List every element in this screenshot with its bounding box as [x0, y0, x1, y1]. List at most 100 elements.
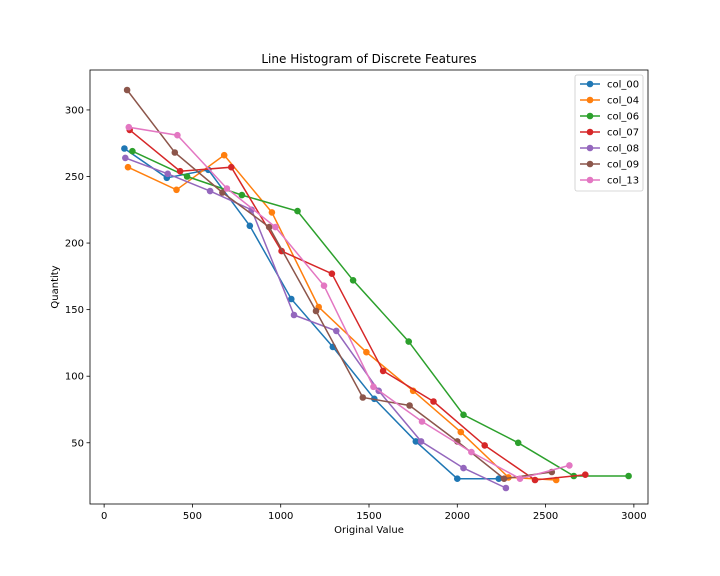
data-point-col_13	[272, 223, 279, 231]
data-point-col_04	[220, 151, 228, 159]
data-point-col_09	[406, 402, 413, 409]
y-tick-label: 300	[65, 105, 84, 116]
y-axis: 50 100 150 200 250 300	[65, 105, 90, 449]
legend-label-col_09: col_09	[607, 160, 639, 171]
data-point-col_13	[174, 131, 181, 139]
data-point-col_09	[171, 149, 179, 156]
data-point-col_06	[129, 147, 136, 155]
legend-marker-col_04	[586, 96, 594, 104]
x-tick-label: 500	[183, 511, 202, 522]
data-point-col_07	[176, 167, 184, 175]
data-point-col_07	[531, 476, 539, 484]
data-point-col_04	[409, 387, 417, 395]
series-line-col_13	[128, 126, 570, 480]
data-point-col_04	[457, 428, 465, 436]
data-point-col_06	[238, 191, 246, 199]
data-point-col_13	[418, 418, 426, 425]
legend-marker-col_08	[586, 144, 594, 152]
series-line-col_08	[125, 157, 507, 489]
x-axis: 0 500 1000 1500 2000 2500 3000	[101, 504, 647, 522]
legend-label-col_08: col_08	[607, 144, 639, 155]
data-point-col_08	[122, 154, 129, 162]
data-point-col_13	[370, 383, 377, 391]
data-point-col_08	[333, 327, 340, 335]
data-point-col_13	[566, 462, 573, 469]
data-point-col_09	[359, 394, 367, 401]
data-point-col_08	[248, 206, 255, 214]
legend-label-col_00: col_00	[607, 80, 639, 91]
series-line-col_04	[127, 154, 557, 481]
y-axis-label: Quantity	[50, 265, 61, 308]
plot-area	[89, 69, 649, 505]
data-point-col_13	[223, 185, 231, 192]
y-tick-label: 100	[65, 372, 84, 383]
series-line-col_00	[123, 147, 499, 480]
x-tick-label: 1000	[268, 511, 293, 522]
data-point-col_00	[246, 222, 254, 230]
data-point-col_06	[514, 439, 522, 447]
data-point-col_13	[468, 448, 475, 456]
data-point-col_06	[625, 472, 632, 480]
x-tick-label: 2500	[533, 511, 558, 522]
series-line-col_07	[129, 129, 586, 481]
data-point-col_06	[460, 411, 467, 419]
legend-marker-col_00	[586, 80, 594, 88]
data-point-col_08	[164, 170, 171, 178]
legend-marker-col_07	[586, 128, 594, 136]
legend-label-col_13: col_13	[607, 176, 639, 187]
data-point-col_06	[183, 173, 191, 180]
data-point-col_07	[328, 270, 336, 278]
legend-marker-col_09	[586, 160, 594, 168]
data-point-col_06	[349, 277, 357, 284]
data-point-col_09	[265, 223, 273, 231]
data-point-col_06	[294, 207, 301, 215]
data-point-col_04	[124, 163, 132, 171]
series-line-col_06	[132, 150, 629, 477]
x-tick-label: 1500	[356, 511, 381, 522]
data-point-col_09	[219, 189, 226, 196]
data-point-col_00	[288, 295, 295, 303]
data-point-col_04	[268, 209, 276, 216]
data-point-col_08	[206, 187, 214, 195]
data-point-col_00	[454, 475, 461, 483]
data-point-col_08	[290, 311, 298, 319]
legend-marker-col_06	[586, 112, 594, 120]
data-point-col_00	[412, 438, 420, 445]
x-tick-label: 2000	[445, 511, 470, 522]
y-tick-label: 150	[65, 305, 84, 316]
x-tick-label: 0	[101, 511, 107, 522]
data-point-col_04	[173, 186, 180, 194]
data-point-col_04	[363, 348, 370, 356]
data-point-col_00	[121, 145, 128, 152]
data-point-col_06	[405, 338, 413, 345]
legend-label-col_04: col_04	[607, 96, 639, 107]
x-axis-label: Original Value	[334, 525, 404, 536]
data-point-col_07	[228, 163, 235, 171]
data-point-col_08	[502, 484, 510, 492]
y-tick-label: 200	[65, 239, 84, 250]
data-point-col_08	[417, 438, 425, 445]
data-point-col_13	[125, 123, 133, 131]
data-point-col_08	[460, 464, 467, 472]
legend-label-col_06: col_06	[607, 112, 639, 123]
data-point-col_13	[516, 475, 524, 483]
legend-marker-col_13	[586, 176, 594, 184]
data-point-col_13	[320, 282, 328, 290]
y-tick-label: 250	[65, 172, 84, 183]
data-point-col_07	[430, 398, 437, 405]
legend-label-col_07: col_07	[607, 128, 639, 139]
data-point-col_07	[481, 442, 489, 449]
data-point-col_09	[123, 86, 131, 94]
data-point-col_07	[582, 471, 589, 479]
chart-title: Line Histogram of Discrete Features	[261, 52, 476, 66]
data-point-col_09	[312, 307, 320, 315]
legend: col_00 col_04 col_06 col_07 col_08 col_09 col_…	[574, 74, 644, 192]
data-point-col_07	[379, 367, 387, 375]
x-tick-label: 3000	[621, 511, 646, 522]
series-line-col_09	[126, 89, 552, 480]
y-tick-label: 50	[71, 438, 84, 449]
data-point-col_00	[495, 475, 503, 483]
data-point-col_09	[500, 475, 508, 483]
